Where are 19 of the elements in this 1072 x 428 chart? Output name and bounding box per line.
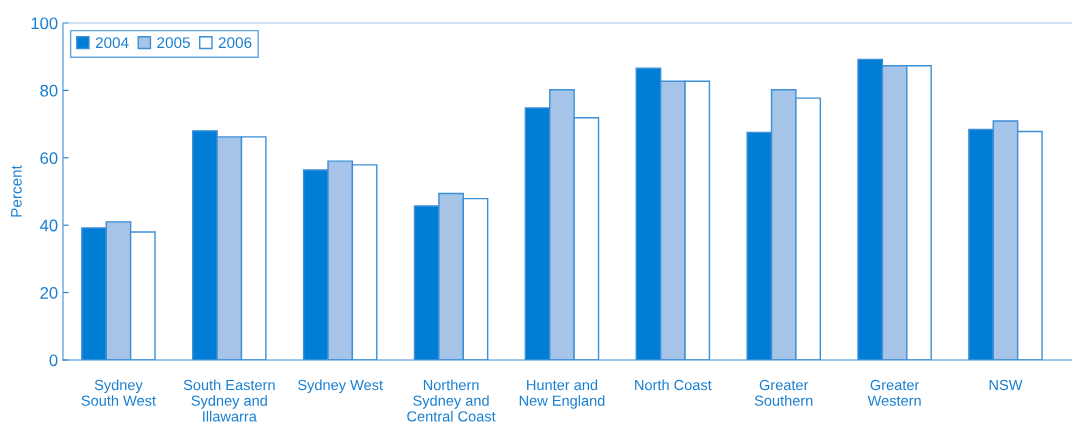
y-tick-label: 80 [40,84,58,97]
x-tick-label: Hunter and New England [519,379,605,409]
legend-label: 2006 [218,37,252,49]
x-tick-label: Sydney West [298,379,383,394]
x-tick-label: Sydney South West [81,379,156,406]
x-tick-label: Northern Sydney and Central Coast [407,379,496,422]
y-axis-title: Percent [11,165,22,217]
y-tick-label: 0 [49,354,58,367]
x-tick-label: Greater Southern [754,379,813,406]
x-tick-label: North Coast [635,379,712,391]
x-tick-label: South Eastern Sydney and Illawarra [183,379,275,422]
legend-label: 2005 [157,37,190,49]
x-tick-label: Greater Western [867,379,921,406]
y-tick-label: 60 [40,152,58,164]
x-tick-label: NSW [989,379,1023,391]
y-tick-label: 100 [31,17,58,30]
y-tick-label: 40 [39,219,58,232]
legend-label: 2004 [95,37,129,49]
y-tick-label: 20 [40,287,58,299]
